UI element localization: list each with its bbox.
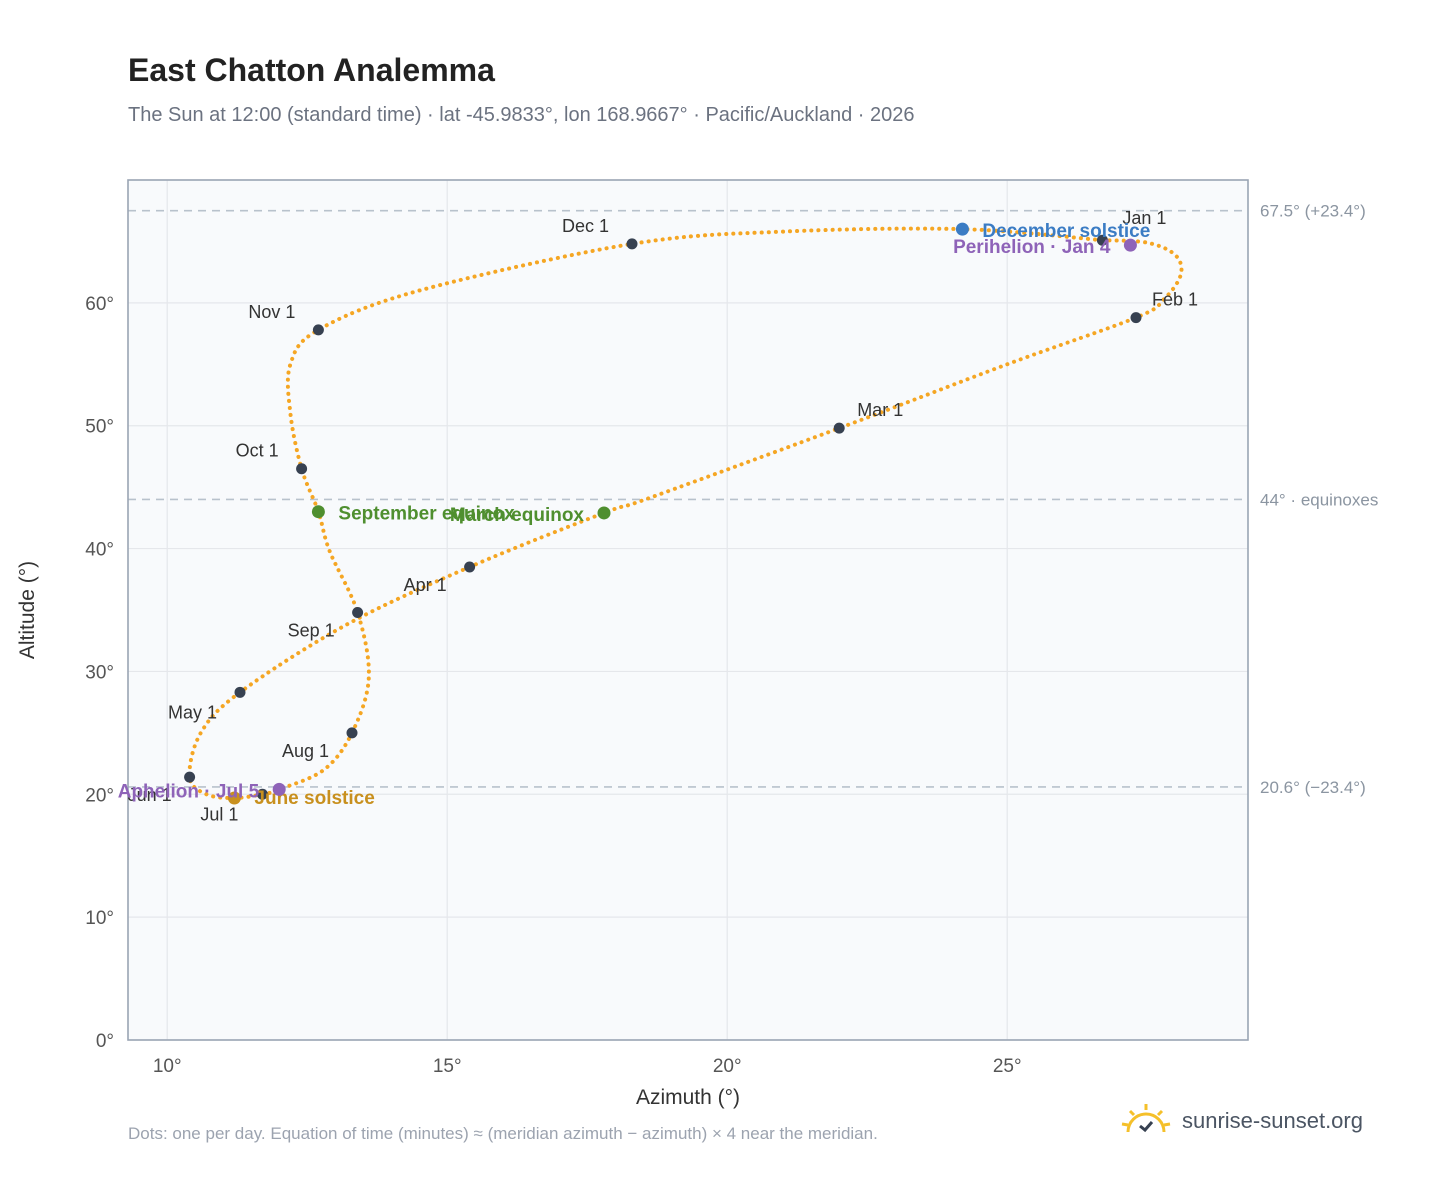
chart-title: East Chatton Analemma — [128, 52, 495, 88]
event-marker — [955, 222, 969, 236]
month-label: Aug 1 — [282, 741, 329, 761]
month-label: May 1 — [168, 702, 217, 722]
reference-line-label: 67.5° (+23.4°) — [1260, 202, 1366, 221]
y-tick-label: 20° — [85, 785, 114, 806]
y-tick-label: 40° — [85, 540, 114, 561]
y-tick-label: 60° — [85, 294, 114, 315]
month-marker — [352, 606, 364, 618]
month-label: Jul 1 — [200, 804, 238, 824]
month-marker — [1130, 312, 1142, 324]
month-marker — [1096, 234, 1108, 246]
event-marker — [227, 791, 241, 805]
x-tick-label: 20° — [713, 1056, 742, 1077]
event-marker — [1123, 238, 1137, 252]
sun-logo-icon — [1121, 1104, 1171, 1133]
month-label: Mar 1 — [857, 400, 903, 420]
event-marker — [597, 506, 611, 520]
reference-line-label: 20.6° (−23.4°) — [1260, 778, 1366, 797]
event-label: December solstice — [982, 221, 1150, 242]
brand[interactable]: sunrise-sunset.org — [1120, 1102, 1363, 1140]
y-tick-label: 10° — [85, 908, 114, 929]
month-label: Jan 1 — [1122, 208, 1166, 228]
y-tick-label: 30° — [85, 662, 114, 683]
x-axis-title: Azimuth (°) — [636, 1086, 740, 1109]
event-label: September equinox — [338, 504, 515, 525]
event-label: March equinox — [450, 505, 585, 526]
month-label: Apr 1 — [404, 575, 447, 595]
month-marker — [833, 422, 845, 434]
month-marker — [312, 324, 324, 336]
event-marker — [311, 505, 325, 519]
month-marker — [234, 686, 246, 698]
event-label: June solstice — [254, 788, 374, 809]
event-label: Perihelion · Jan 4 — [953, 237, 1111, 258]
month-marker — [346, 727, 358, 739]
x-tick-label: 15° — [433, 1056, 462, 1077]
month-marker — [626, 238, 638, 250]
month-label: Sep 1 — [288, 620, 335, 640]
month-label: Nov 1 — [248, 302, 295, 322]
footnote: Dots: one per day. Equation of time (min… — [128, 1124, 878, 1143]
analemma-curve — [187, 226, 1184, 800]
month-marker — [184, 771, 196, 783]
y-tick-label: 50° — [85, 417, 114, 438]
y-tick-label: 0° — [96, 1031, 114, 1052]
month-label: Oct 1 — [236, 441, 279, 461]
plot-frame — [127, 179, 1249, 1041]
event-label: Aphelion · Jul 5 — [118, 781, 260, 802]
x-tick-label: 10° — [153, 1056, 182, 1077]
plot-area — [128, 180, 1248, 1040]
month-marker — [256, 788, 268, 800]
month-label: Feb 1 — [1152, 290, 1198, 310]
month-marker — [296, 463, 308, 475]
month-label: Jun 1 — [128, 785, 172, 805]
chart-subtitle: The Sun at 12:00 (standard time) · lat -… — [128, 104, 915, 126]
event-marker — [272, 782, 286, 796]
month-marker — [464, 561, 476, 573]
reference-line-label: 44° · equinoxes — [1260, 490, 1378, 509]
month-label: Dec 1 — [562, 216, 609, 236]
brand-name: sunrise-sunset.org — [1182, 1108, 1363, 1133]
y-axis-title: Altitude (°) — [16, 561, 39, 659]
x-tick-label: 25° — [993, 1056, 1022, 1077]
